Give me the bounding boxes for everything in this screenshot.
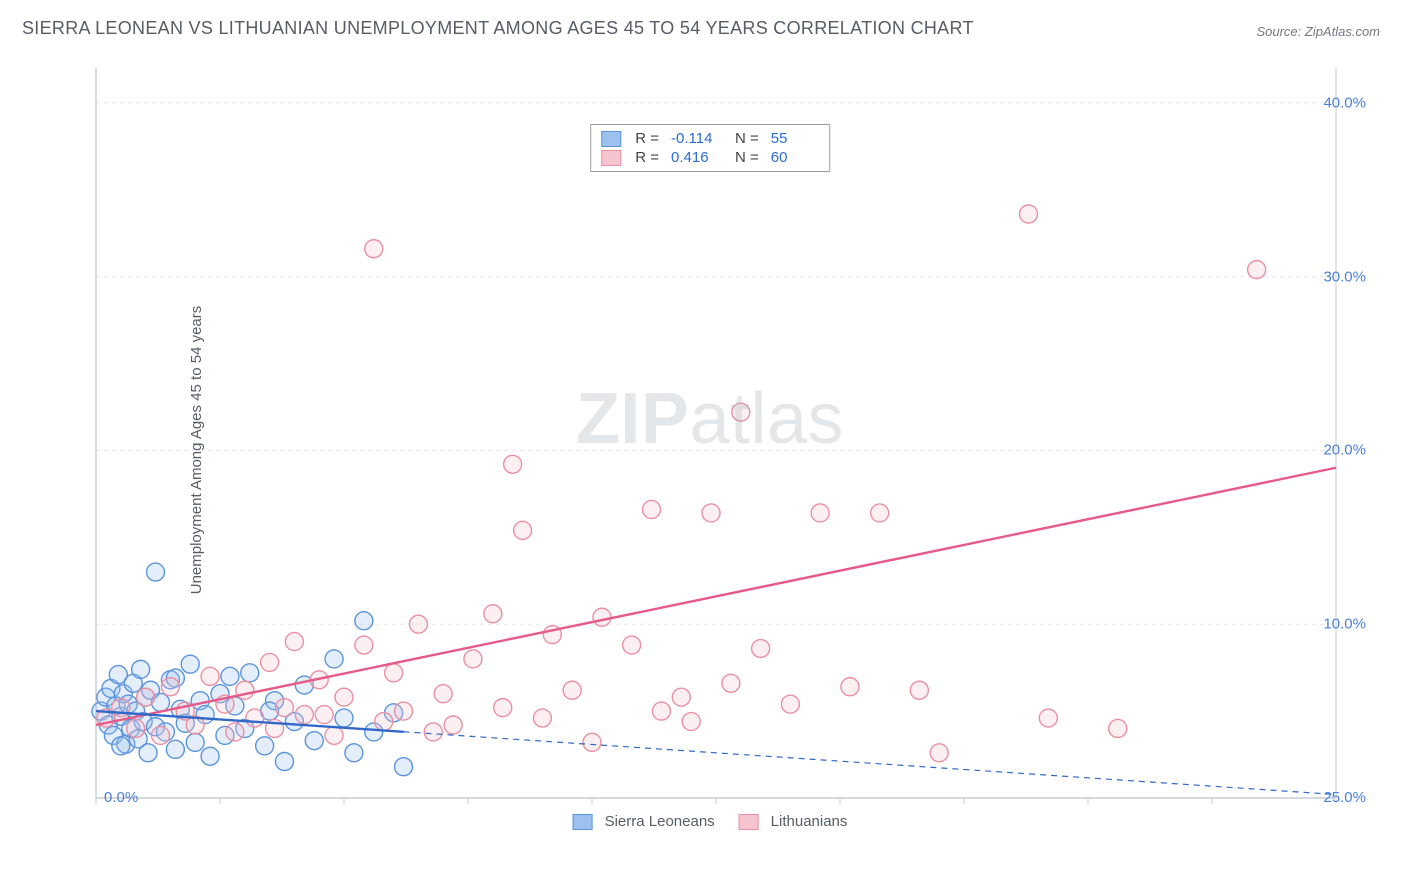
- swatch-blue-icon: [573, 814, 593, 830]
- swatch-pink-icon: [739, 814, 759, 830]
- correlation-legend: R = -0.114 N = 55 R = 0.416 N = 60: [590, 124, 830, 172]
- source-label: Source: ZipAtlas.com: [1256, 24, 1380, 39]
- chart-area: Unemployment Among Ages 45 to 54 years Z…: [50, 60, 1370, 840]
- legend-row-blue: R = -0.114 N = 55: [601, 129, 819, 148]
- swatch-blue: [601, 131, 621, 147]
- y-tick: 10.0%: [1323, 616, 1366, 633]
- x-tick-left: 0.0%: [104, 789, 138, 806]
- series-legend: Sierra Leoneans Lithuanians: [573, 813, 848, 830]
- n-value-blue: 55: [771, 130, 819, 147]
- x-tick-right: 25.0%: [1323, 789, 1366, 806]
- legend-item-blue: Sierra Leoneans: [573, 813, 715, 830]
- scatter-plot: [50, 60, 1370, 840]
- legend-row-pink: R = 0.416 N = 60: [601, 148, 819, 167]
- r-value-blue: -0.114: [671, 130, 719, 147]
- swatch-pink: [601, 150, 621, 166]
- y-tick: 40.0%: [1323, 94, 1366, 111]
- legend-item-pink: Lithuanians: [739, 813, 848, 830]
- y-tick: 30.0%: [1323, 268, 1366, 285]
- n-value-pink: 60: [771, 149, 819, 166]
- y-tick: 20.0%: [1323, 442, 1366, 459]
- chart-title: SIERRA LEONEAN VS LITHUANIAN UNEMPLOYMEN…: [22, 18, 974, 39]
- r-value-pink: 0.416: [671, 149, 719, 166]
